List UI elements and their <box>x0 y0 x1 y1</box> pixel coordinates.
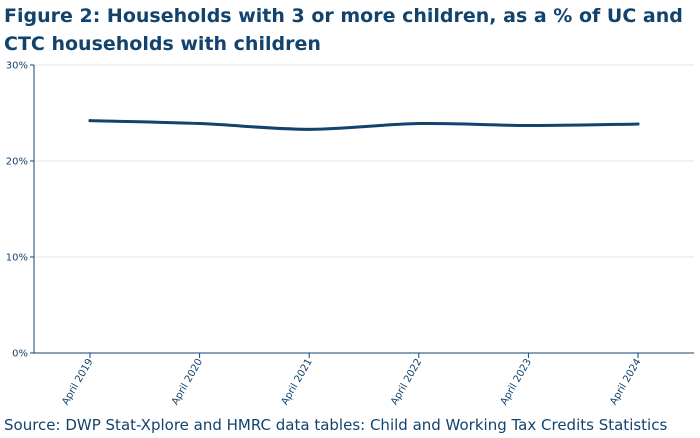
x-tick-label: April 2023 <box>499 357 534 407</box>
axes <box>33 65 694 354</box>
x-tick-label: April 2020 <box>170 357 205 407</box>
y-tick-label: 20% <box>6 157 28 168</box>
x-tick-label: April 2022 <box>389 357 424 407</box>
x-tick-label: April 2024 <box>608 357 643 407</box>
x-tick-labels: April 2019 April 2020 April 2021 April 2022… <box>60 353 644 407</box>
x-tick-label: April 2021 <box>280 357 315 407</box>
series-line <box>88 119 640 131</box>
data-point <box>636 122 640 126</box>
y-tick-label: 0% <box>12 349 28 360</box>
source-note: Source: DWP Stat-Xplore and HMRC data ta… <box>4 416 668 434</box>
data-point <box>307 127 311 131</box>
data-point <box>88 119 92 123</box>
data-point <box>198 122 202 126</box>
gridlines <box>34 64 694 258</box>
x-tick-label: April 2019 <box>60 357 95 407</box>
y-tick-labels: 0% 10% 20% 30% <box>6 61 34 360</box>
y-tick-label: 30% <box>6 61 28 72</box>
y-tick-label: 10% <box>6 253 28 264</box>
data-point <box>526 123 530 127</box>
chart-title: Figure 2: Households with 3 or more chil… <box>4 5 683 55</box>
series <box>88 119 640 131</box>
data-point <box>417 122 421 126</box>
